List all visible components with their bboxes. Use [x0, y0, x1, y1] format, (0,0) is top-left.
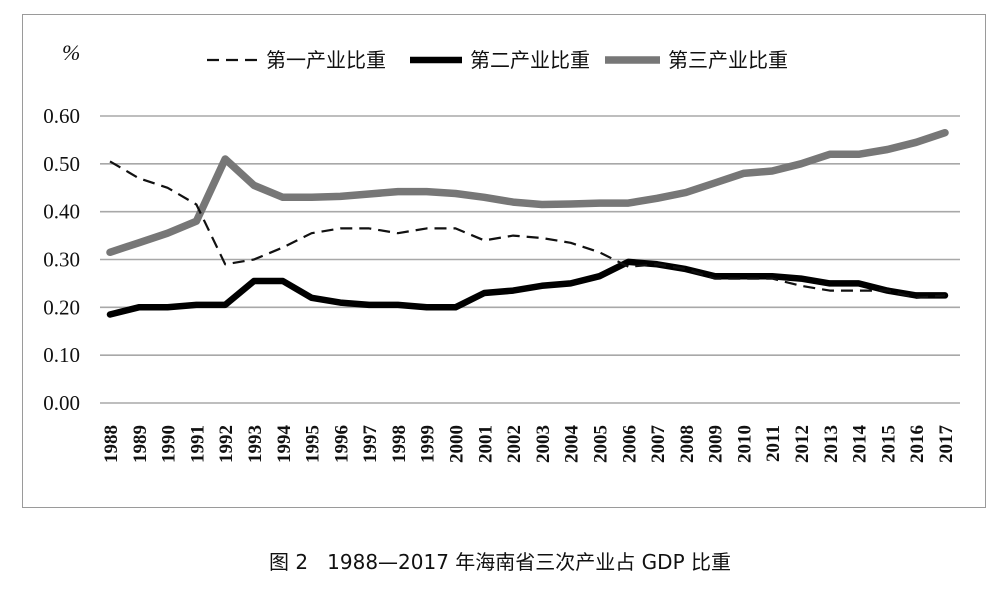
x-tick-label: 2008	[677, 425, 698, 463]
x-tick-label: 2015	[878, 425, 899, 463]
legend-label-3: 第三产业比重	[668, 48, 788, 72]
x-tick-label: 2005	[590, 425, 611, 463]
y-tick-labels: 0.00 0.10 0.20 0.30 0.40 0.50 0.60	[43, 104, 80, 415]
x-tick-label: 2014	[850, 425, 871, 464]
x-tick-label: 2010	[734, 425, 755, 463]
x-tick-label: 2003	[533, 425, 554, 463]
x-tick-label: 1996	[331, 425, 352, 463]
x-tick-label: 2017	[936, 425, 957, 464]
line-chart: 0.00 0.10 0.20 0.30 0.40 0.50 0.60 1988 1989 199…	[43, 40, 960, 464]
x-tick-label: 2013	[821, 425, 842, 463]
grid-lines	[100, 115, 960, 404]
x-tick-label: 2012	[792, 425, 813, 463]
y-tick-label: 0.30	[43, 248, 80, 272]
x-tick-label: 1991	[187, 425, 208, 463]
x-tick-label: 1988	[101, 425, 122, 463]
x-tick-label: 2001	[475, 425, 496, 463]
x-tick-label: 1994	[274, 425, 295, 464]
legend-label-1: 第一产业比重	[266, 48, 386, 72]
x-tick-label: 1990	[159, 425, 180, 463]
x-tick-label: 2004	[562, 425, 583, 464]
y-tick-label: 0.00	[43, 391, 80, 415]
legend-label-2: 第二产业比重	[470, 48, 590, 72]
x-tick-label: 2007	[648, 425, 669, 464]
x-tick-label: 1989	[130, 425, 151, 463]
x-tick-label: 1993	[245, 425, 266, 463]
x-tick-label: 1992	[216, 425, 237, 463]
x-tick-labels: 1988 1989 1990 1991 1992 1993 1994 1995 1996 1997…	[101, 425, 957, 464]
x-tick-label: 2000	[447, 425, 468, 463]
y-tick-label: 0.20	[43, 295, 80, 319]
x-tick-label: 1997	[360, 425, 381, 464]
y-unit-label: %	[62, 40, 80, 65]
x-tick-label: 2006	[619, 425, 640, 463]
figure-caption: 图 2 1988—2017 年海南省三次产业占 GDP 比重	[269, 550, 731, 574]
x-tick-label: 1998	[389, 425, 410, 463]
series-line-3	[106, 128, 949, 257]
chart-frame	[22, 14, 986, 508]
x-tick-label: 2009	[706, 425, 727, 463]
legend: 第一产业比重 第二产业比重 第三产业比重	[207, 48, 788, 72]
y-tick-label: 0.40	[43, 200, 80, 224]
series-line-2	[106, 258, 949, 318]
y-tick-label: 0.50	[43, 152, 80, 176]
y-tick-label: 0.60	[43, 104, 80, 128]
x-tick-label: 2016	[907, 425, 928, 463]
x-tick-label: 2011	[763, 425, 784, 462]
x-tick-label: 1999	[418, 425, 439, 463]
series-lines	[106, 128, 949, 318]
x-tick-label: 2002	[504, 425, 525, 463]
x-tick-label: 1995	[303, 425, 324, 463]
y-tick-label: 0.10	[43, 343, 80, 367]
series-line-1	[109, 160, 946, 299]
